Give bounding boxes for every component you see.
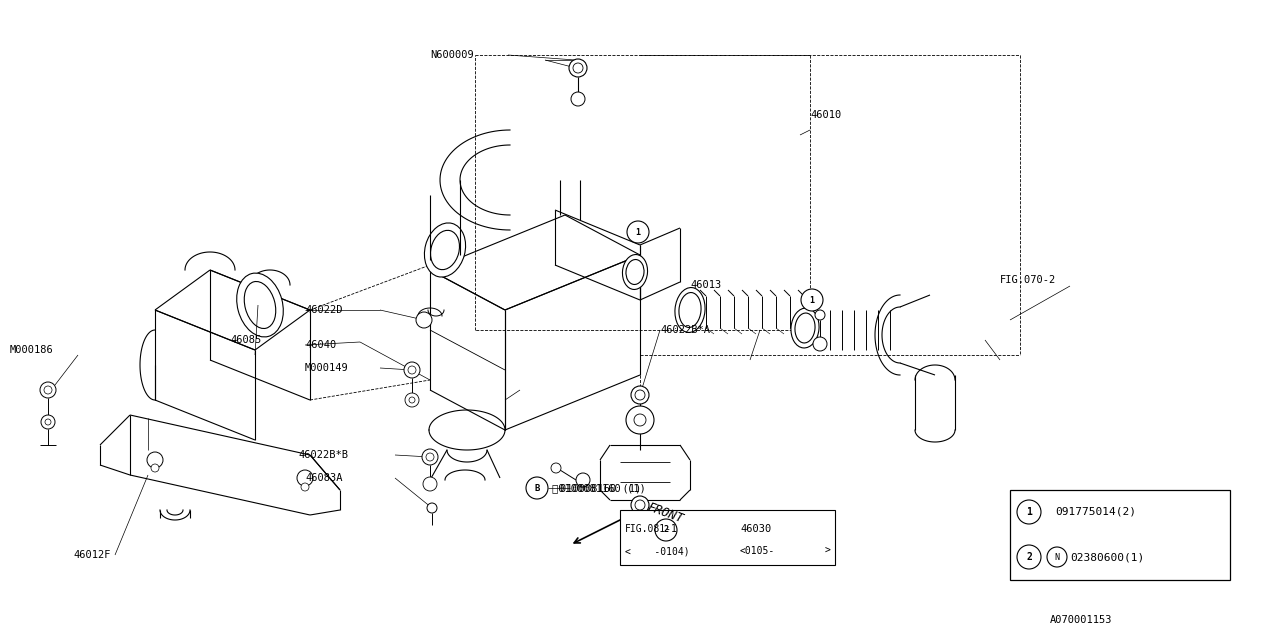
Circle shape (570, 59, 588, 77)
Text: FIG.070-2: FIG.070-2 (1000, 275, 1056, 285)
Polygon shape (100, 415, 340, 515)
Circle shape (404, 362, 420, 378)
Circle shape (526, 477, 548, 499)
Text: A070001153: A070001153 (1050, 615, 1112, 625)
Circle shape (297, 470, 314, 486)
Ellipse shape (626, 260, 644, 284)
Circle shape (151, 464, 159, 472)
Text: 1: 1 (1027, 507, 1032, 517)
Text: 46040: 46040 (305, 340, 337, 350)
Ellipse shape (425, 223, 466, 277)
Polygon shape (210, 270, 310, 400)
Text: 02380600(1): 02380600(1) (1070, 552, 1144, 562)
Polygon shape (155, 270, 310, 350)
Text: 46083A: 46083A (305, 473, 343, 483)
Circle shape (626, 406, 654, 434)
Ellipse shape (791, 308, 819, 348)
Text: M000186: M000186 (10, 345, 54, 355)
Text: <0105-: <0105- (740, 546, 776, 556)
Circle shape (40, 382, 56, 398)
Circle shape (41, 415, 55, 429)
Circle shape (571, 92, 585, 106)
Text: 1: 1 (809, 296, 814, 305)
Text: B: B (534, 483, 540, 493)
Circle shape (404, 393, 419, 407)
Text: 46030: 46030 (740, 524, 772, 534)
Polygon shape (506, 255, 640, 430)
Text: 091775014(2): 091775014(2) (1055, 507, 1137, 517)
Text: N600009: N600009 (430, 50, 474, 60)
Text: M000149: M000149 (305, 363, 348, 373)
Polygon shape (556, 210, 640, 300)
Circle shape (147, 452, 163, 468)
Circle shape (416, 312, 433, 328)
Text: N: N (1055, 552, 1060, 561)
Ellipse shape (622, 255, 648, 289)
Circle shape (627, 221, 649, 243)
Circle shape (573, 63, 582, 73)
Bar (1010, 490, 1230, 580)
Circle shape (801, 289, 823, 311)
Polygon shape (430, 215, 640, 310)
Text: 46022B*A: 46022B*A (660, 325, 710, 335)
Circle shape (813, 337, 827, 351)
Circle shape (576, 473, 590, 487)
Text: 2: 2 (1027, 552, 1032, 562)
Circle shape (301, 483, 308, 491)
Circle shape (631, 386, 649, 404)
Text: >: > (826, 546, 831, 556)
Text: 46013: 46013 (690, 280, 721, 290)
Circle shape (428, 503, 436, 513)
Ellipse shape (675, 287, 705, 332)
Circle shape (634, 414, 646, 426)
Polygon shape (640, 228, 680, 300)
Ellipse shape (795, 313, 815, 343)
Circle shape (410, 397, 415, 403)
Circle shape (550, 463, 561, 473)
Ellipse shape (430, 230, 460, 269)
Ellipse shape (237, 273, 283, 337)
Text: FIG.081-1: FIG.081-1 (625, 524, 678, 534)
Polygon shape (155, 310, 255, 440)
Polygon shape (600, 445, 690, 500)
Text: 010008160 (1): 010008160 (1) (561, 483, 641, 493)
Circle shape (635, 390, 645, 400)
Circle shape (635, 500, 645, 510)
Ellipse shape (244, 282, 275, 328)
Circle shape (1047, 547, 1068, 567)
Circle shape (1018, 500, 1041, 524)
Circle shape (422, 477, 436, 491)
Circle shape (631, 496, 649, 514)
Text: 46010: 46010 (810, 110, 841, 120)
Circle shape (655, 519, 677, 541)
Text: <    -0104): < -0104) (625, 546, 690, 556)
Bar (620, 510, 835, 565)
Circle shape (408, 366, 416, 374)
Circle shape (422, 449, 438, 465)
Text: FRONT: FRONT (645, 500, 685, 525)
Text: 1: 1 (635, 227, 640, 237)
Text: ⑂0100081160 (1): ⑂0100081160 (1) (552, 483, 645, 493)
Polygon shape (430, 270, 506, 430)
Circle shape (426, 453, 434, 461)
Circle shape (44, 386, 52, 394)
Text: 46022B*B: 46022B*B (298, 450, 348, 460)
Text: 46085: 46085 (230, 335, 261, 345)
Circle shape (45, 419, 51, 425)
Text: 46022D: 46022D (305, 305, 343, 315)
Text: 46012F: 46012F (73, 550, 110, 560)
Ellipse shape (678, 292, 701, 328)
Circle shape (815, 310, 826, 320)
Circle shape (1018, 545, 1041, 569)
Text: 2: 2 (663, 525, 668, 534)
